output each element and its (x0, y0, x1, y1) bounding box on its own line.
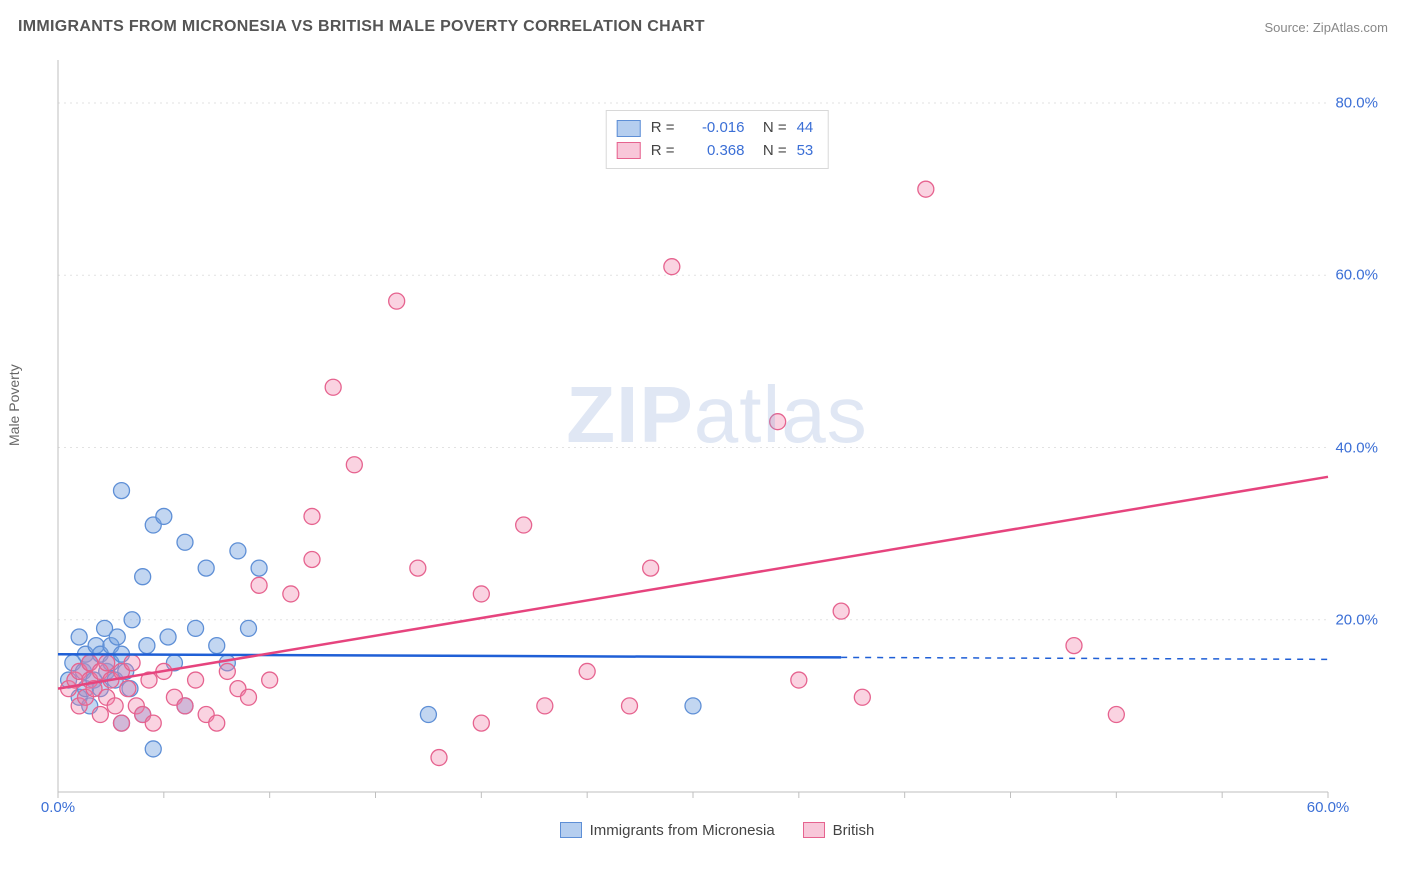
x-axis-legend: Immigrants from Micronesia British (52, 822, 1382, 843)
scatter-chart (52, 52, 1382, 842)
correlation-legend: R = -0.016 N = 44R = 0.368 N = 53 (606, 110, 829, 169)
chart-area: ZIPatlas R = -0.016 N = 44R = 0.368 N = … (52, 52, 1382, 842)
source-label: Source: ZipAtlas.com (1264, 20, 1388, 35)
x-legend-label: Immigrants from Micronesia (590, 822, 775, 839)
y-tick-label: 80.0% (1335, 95, 1378, 112)
legend-r-label: R = (651, 117, 675, 140)
legend-n-label: N = (754, 140, 786, 163)
x-tick-label: 0.0% (41, 799, 75, 816)
y-tick-label: 20.0% (1335, 611, 1378, 628)
legend-row-british: R = 0.368 N = 53 (617, 140, 814, 163)
source-link[interactable]: ZipAtlas.com (1313, 20, 1388, 35)
legend-r-label: R = (651, 140, 675, 163)
legend-n-value: 44 (797, 117, 814, 140)
legend-swatch-icon (803, 822, 825, 838)
legend-r-value: 0.368 (684, 140, 744, 163)
y-tick-label: 60.0% (1335, 267, 1378, 284)
x-legend-item: British (803, 822, 875, 839)
x-tick-label: 60.0% (1307, 799, 1350, 816)
legend-swatch-icon (617, 142, 641, 159)
x-legend-label: British (833, 822, 875, 839)
legend-r-value: -0.016 (684, 117, 744, 140)
legend-swatch-icon (617, 120, 641, 137)
chart-title: IMMIGRANTS FROM MICRONESIA VS BRITISH MA… (18, 18, 705, 35)
y-axis-title: Male Poverty (6, 364, 22, 446)
legend-n-label: N = (754, 117, 786, 140)
x-legend-item: Immigrants from Micronesia (560, 822, 775, 839)
legend-row-micronesia: R = -0.016 N = 44 (617, 117, 814, 140)
y-tick-label: 40.0% (1335, 439, 1378, 456)
legend-swatch-icon (560, 822, 582, 838)
legend-n-value: 53 (797, 140, 814, 163)
